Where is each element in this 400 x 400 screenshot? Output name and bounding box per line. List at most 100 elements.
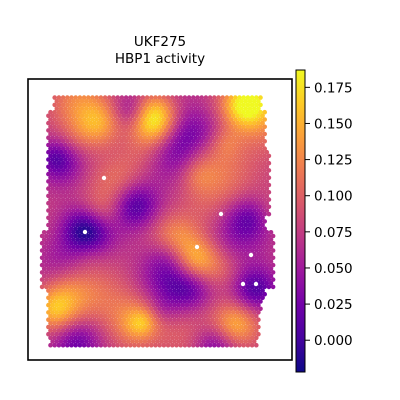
spot (188, 171, 194, 177)
spot (62, 193, 68, 199)
spot (197, 273, 202, 279)
spot (218, 106, 223, 111)
spot (235, 295, 240, 301)
spot (172, 106, 177, 111)
spot (224, 102, 230, 108)
spot (222, 164, 228, 170)
spot (241, 219, 246, 224)
spot (50, 331, 55, 337)
spot (216, 182, 221, 188)
spot (212, 248, 217, 253)
spot (228, 190, 234, 195)
spot (193, 149, 198, 155)
spot (56, 313, 62, 319)
spot (247, 237, 253, 242)
spot (104, 244, 110, 250)
spot (128, 321, 133, 326)
spot (222, 171, 228, 177)
spot (203, 160, 209, 166)
spot (203, 146, 209, 151)
spot (149, 226, 154, 231)
spot (243, 135, 249, 140)
spot (178, 291, 183, 297)
spot (170, 117, 175, 122)
spot (228, 240, 234, 246)
spot (199, 270, 204, 275)
spot (178, 211, 183, 217)
spot (111, 321, 116, 326)
spot (138, 113, 144, 119)
spot (199, 335, 204, 341)
spot (222, 142, 228, 148)
spot (140, 240, 146, 246)
spot (88, 222, 93, 228)
spot (237, 306, 242, 312)
spot (226, 171, 232, 177)
spot (115, 328, 120, 333)
spot (94, 175, 99, 180)
spot (170, 226, 175, 231)
spot (100, 288, 106, 293)
spot (233, 131, 238, 137)
spot (48, 139, 53, 144)
spot (172, 208, 177, 213)
spot (58, 317, 64, 323)
spot (151, 251, 156, 257)
spot (115, 321, 120, 326)
spot (123, 291, 129, 297)
spot (83, 208, 89, 213)
spot (104, 128, 110, 133)
spot (62, 120, 68, 126)
spot (167, 281, 173, 286)
spot (92, 208, 97, 213)
spot (180, 266, 186, 272)
spot (230, 273, 236, 279)
spot (266, 262, 272, 268)
spot (241, 204, 246, 210)
spot (142, 310, 148, 315)
spot (46, 230, 51, 235)
spot (233, 262, 238, 268)
spot (167, 200, 173, 206)
spot (128, 168, 133, 173)
spot (67, 302, 72, 308)
spot (165, 219, 171, 224)
spot (237, 95, 242, 100)
spot (226, 259, 232, 264)
spot (188, 222, 194, 228)
spot (260, 281, 265, 286)
spot (125, 324, 131, 330)
spot (262, 262, 268, 268)
spot (224, 328, 230, 333)
spot (134, 215, 139, 221)
spot (73, 277, 78, 282)
spot (75, 266, 81, 272)
spot (212, 240, 217, 246)
spot (62, 237, 68, 242)
spot (96, 99, 102, 104)
spot (193, 135, 198, 140)
spot (50, 200, 55, 206)
spot (264, 157, 270, 162)
spot (256, 295, 261, 301)
spot (178, 277, 183, 282)
spot (123, 306, 129, 312)
spot (149, 255, 154, 261)
spot (249, 190, 255, 195)
spot (107, 328, 112, 333)
spot (88, 295, 93, 301)
spot (212, 139, 217, 144)
spot (163, 324, 169, 330)
spot (167, 317, 173, 323)
spot (90, 197, 95, 202)
spot (249, 139, 255, 144)
spot (115, 233, 120, 239)
spot (184, 259, 190, 264)
spot (113, 142, 118, 148)
spot (203, 313, 209, 319)
spot (224, 153, 230, 159)
spot (157, 102, 162, 108)
spot (220, 248, 225, 253)
spot (178, 190, 183, 195)
spot (209, 149, 215, 155)
